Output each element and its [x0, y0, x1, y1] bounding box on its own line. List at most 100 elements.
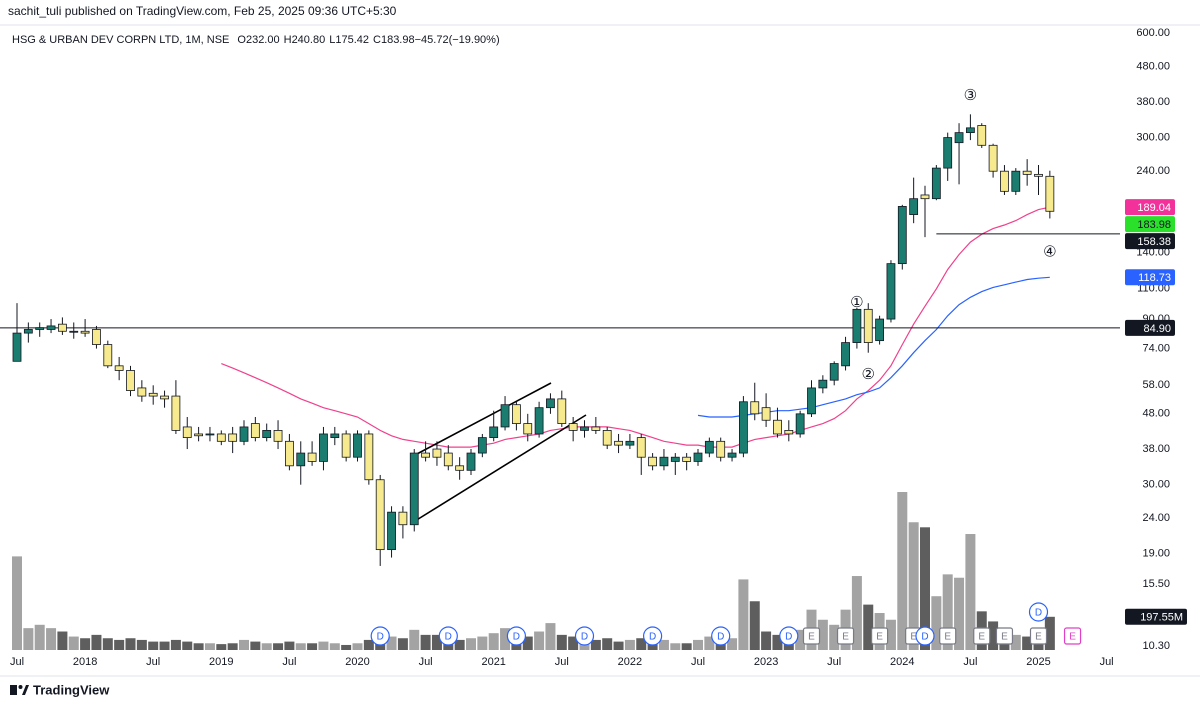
marker-label: E [978, 632, 985, 643]
y-tick-label: 480.00 [1136, 61, 1170, 73]
legend-value: 240.80 [292, 34, 326, 46]
candle-body [920, 194, 930, 200]
volume-bar [182, 641, 193, 650]
y-tick-label: 38.00 [1142, 443, 1170, 455]
volume-bar [704, 636, 715, 650]
candle-body [739, 401, 748, 454]
y-tick-label: 48.00 [1142, 408, 1170, 420]
wave-label: ① [850, 294, 863, 311]
candle-body [284, 440, 294, 467]
candle-body [534, 407, 544, 435]
legend-value: 183.98 [381, 34, 415, 46]
volume-bar [624, 639, 635, 650]
price-label-box [1125, 233, 1175, 250]
volume-bar [795, 629, 806, 650]
candle-body [568, 423, 578, 431]
volume-bar [307, 643, 318, 650]
x-tick-label: Jul [1100, 656, 1114, 668]
volume-bar [897, 492, 908, 650]
marker-label: E [808, 632, 815, 643]
volume-bar [488, 633, 499, 650]
candle-body [171, 395, 181, 431]
volume-bar [409, 629, 420, 650]
candle-body [103, 344, 113, 367]
candle-body [897, 206, 907, 265]
channel-lower [414, 414, 587, 522]
candle-body [58, 323, 67, 332]
dividend-marker [1028, 602, 1049, 622]
marker-label: D [377, 632, 384, 643]
volume-bar [136, 639, 147, 650]
volume-bar [817, 619, 828, 650]
candle-body [364, 433, 374, 481]
brand-logo [18, 685, 23, 689]
x-tick-label: Jul [555, 656, 569, 668]
candle-body [954, 132, 964, 144]
volume-bar [397, 638, 408, 650]
volume-bar [931, 596, 942, 650]
candle-body [512, 404, 521, 424]
marker-label: D [717, 632, 724, 643]
candle-body [773, 419, 782, 435]
candle-body [148, 392, 158, 397]
candle-body [636, 437, 646, 458]
candle-body [818, 379, 828, 389]
candle-body [841, 342, 850, 367]
volume-bar [613, 641, 624, 650]
marker-label: D [581, 632, 588, 643]
price-label-box [1125, 199, 1175, 216]
candle-body [455, 465, 465, 471]
candle-body [886, 263, 896, 320]
candle-body [114, 365, 124, 371]
earnings-marker [1029, 627, 1048, 645]
volume-bar [170, 639, 181, 650]
y-tick-label: 24.00 [1142, 512, 1170, 524]
legend-value: 175.42 [335, 34, 369, 46]
volume-bar [602, 638, 613, 650]
volume-bar [534, 631, 545, 650]
marker-label: D [445, 632, 452, 643]
volume-bar [988, 621, 999, 650]
published-note: sachit_tuli published on TradingView.com… [8, 4, 397, 18]
earnings-marker [939, 627, 957, 645]
trend-channel [414, 382, 587, 522]
y-tick-label: 10.30 [1142, 640, 1170, 652]
y-tick-label: 15.50 [1142, 578, 1170, 590]
volume-bar [159, 641, 170, 650]
volume-bar [693, 639, 703, 650]
price-label: 183.98 [1137, 219, 1171, 231]
candle-body [807, 387, 816, 415]
candle-body [307, 452, 317, 462]
candle-body [761, 407, 771, 421]
volume-bar [1022, 636, 1033, 650]
legend-title: HSG & URBAN DEV CORPN LTD, 1M, NSE [12, 34, 229, 46]
candle-body [625, 440, 635, 446]
volume-bar [68, 636, 79, 650]
volume-bar [329, 643, 340, 650]
volume-bar [23, 628, 34, 650]
candle-body [1022, 170, 1032, 175]
marker-label: D [921, 632, 928, 643]
volume-bar [12, 556, 22, 650]
earnings-marker [870, 627, 889, 645]
candle-body [398, 511, 408, 526]
candle-body [750, 401, 760, 415]
y-tick-label: 19.00 [1142, 547, 1170, 559]
volume-bar [34, 624, 45, 650]
candle-body [659, 456, 669, 467]
price-label: 158.38 [1137, 236, 1171, 248]
volume-bar [114, 639, 125, 650]
volume-bar [148, 641, 159, 650]
volume-bar [295, 643, 306, 650]
x-tick-label: 2018 [73, 656, 97, 668]
x-tick-label: Jul [146, 656, 160, 668]
candle-body [319, 433, 328, 462]
volume-bar [352, 643, 363, 650]
volume-bar [420, 634, 431, 650]
volume-bar [125, 638, 136, 650]
candle-body [966, 127, 975, 134]
x-tick-label: 2019 [209, 656, 233, 668]
y-tick-label: 74.00 [1142, 342, 1170, 354]
candle-body [943, 137, 953, 169]
volume-bar [658, 639, 669, 650]
